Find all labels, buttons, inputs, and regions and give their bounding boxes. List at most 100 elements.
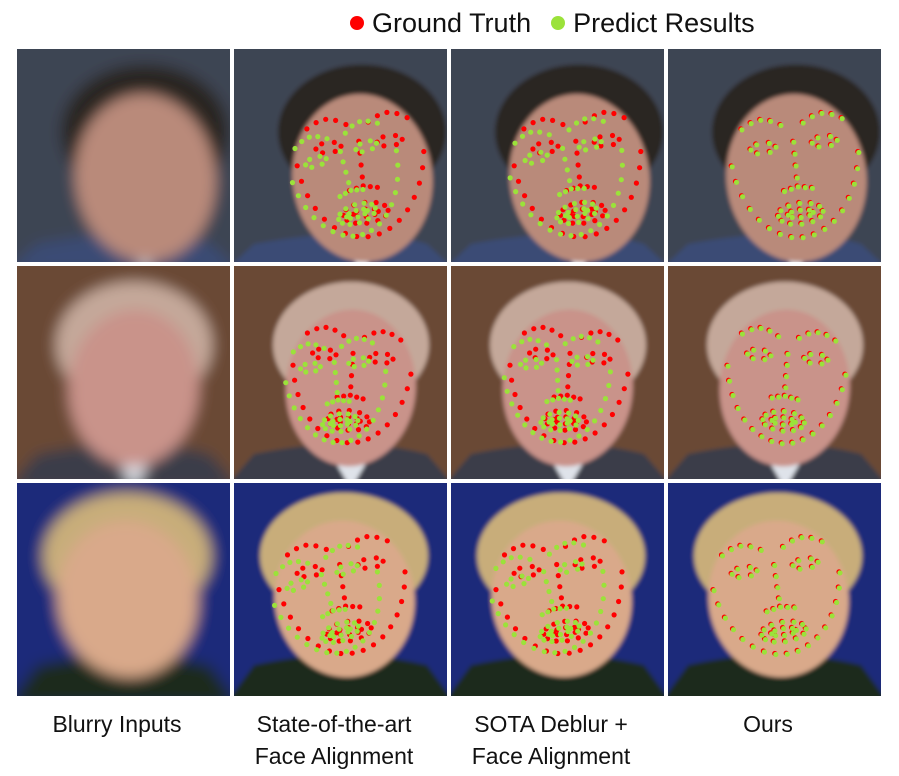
ground-truth-landmark [574,604,580,610]
predicted-landmark [303,204,309,211]
predicted-landmark [800,120,806,126]
predicted-landmark [573,413,579,419]
predicted-landmark [574,354,580,360]
predicted-landmark [337,423,344,429]
ground-truth-landmark [312,563,318,570]
predicted-landmark [346,360,352,366]
ground-truth-landmark [574,150,580,156]
predicted-landmark [291,405,297,411]
ground-truth-landmark [577,647,583,653]
predicted-landmark [727,378,733,384]
ground-truth-landmark [555,573,561,579]
face-image-cell [451,266,664,479]
ground-truth-landmark [610,141,616,148]
predicted-landmark [354,187,360,193]
predicted-landmark [369,340,375,346]
face-photo [17,483,230,696]
predicted-landmark [530,430,536,436]
predicted-landmark [368,227,375,233]
predicted-landmark [562,540,568,546]
caption-line: State-of-the-art [256,711,412,737]
ground-truth-landmark [582,234,588,240]
ground-truth-landmark [327,356,333,362]
predicted-landmark [555,209,562,216]
ground-truth-landmark [402,569,408,575]
predicted-landmark [373,140,380,146]
ground-truth-landmark [319,141,325,147]
ground-truth-landmark [564,392,570,398]
predicted-landmark [348,187,354,193]
predicted-landmark [771,606,777,613]
predicted-landmark [273,570,279,577]
predicted-landmark [581,139,587,145]
predicted-landmark [354,563,360,569]
predicted-landmark [324,401,330,407]
predicted-landmark [348,633,355,640]
predicted-landmark [797,200,803,206]
predicted-landmark [619,162,625,168]
ground-truth-landmark [356,618,362,624]
ground-truth-landmark [399,598,405,605]
predicted-landmark [792,605,798,611]
predicted-landmark [794,175,800,181]
ground-truth-landmark [364,220,370,226]
predicted-landmark [567,178,573,184]
predicted-landmark [559,637,565,643]
ground-truth-landmark [375,430,381,436]
predicted-landmark [338,632,344,638]
predicted-landmark [320,630,326,636]
ground-truth-landmark [533,346,539,352]
predicted-landmark [828,142,834,149]
predicted-landmark [822,226,828,232]
predicted-landmark [786,203,792,209]
predicted-landmark [583,147,589,153]
predicted-landmark [288,580,294,586]
ground-truth-landmark [576,174,582,180]
predicted-landmark [789,234,795,241]
predict-dot-icon [551,16,566,30]
ground-truth-landmark [566,650,572,656]
ground-truth-landmark [359,174,365,180]
predicted-landmark [317,153,323,159]
ground-truth-landmark [616,136,622,142]
predicted-landmark [554,620,560,626]
predicted-landmark [361,206,367,212]
predicted-landmark [342,130,348,136]
predicted-landmark [776,334,782,340]
predicted-landmark [735,566,741,572]
ground-truth-landmark [381,143,387,149]
ground-truth-landmark [371,330,377,336]
predicted-landmark [602,396,609,402]
predicted-landmark [303,162,309,168]
ground-truth-landmark [300,404,306,411]
ground-truth-landmark [343,121,349,128]
ground-truth-landmark [380,558,386,564]
predicted-landmark [566,426,572,432]
predicted-landmark [819,423,825,429]
predicted-landmark [307,156,313,162]
ground-truth-landmark [316,346,322,352]
caption-sota-face-alignment: State-of-the-art Face Alignment [227,708,441,774]
predicted-landmark [351,364,357,370]
predicted-landmark [738,543,744,549]
predicted-landmark [780,544,787,550]
predicted-landmark [800,621,806,628]
predicted-landmark [272,602,278,608]
ground-truth-landmark [581,220,587,226]
predicted-landmark [374,569,380,575]
predicted-landmark [840,208,846,214]
predicted-landmark [549,638,555,645]
ground-truth-landmark [597,134,603,140]
ground-truth-landmark [310,350,316,356]
predicted-landmark [594,144,600,150]
ground-truth-landmark [565,373,572,379]
predicted-landmark [782,632,788,639]
predicted-landmark [323,554,329,560]
predicted-landmark [539,628,545,635]
predicted-landmark [342,190,348,196]
predicted-landmark [807,212,813,218]
predicted-landmark [581,185,587,191]
predicted-landmark [567,437,573,443]
predicted-landmark [337,193,343,200]
predicted-landmark [355,214,361,220]
